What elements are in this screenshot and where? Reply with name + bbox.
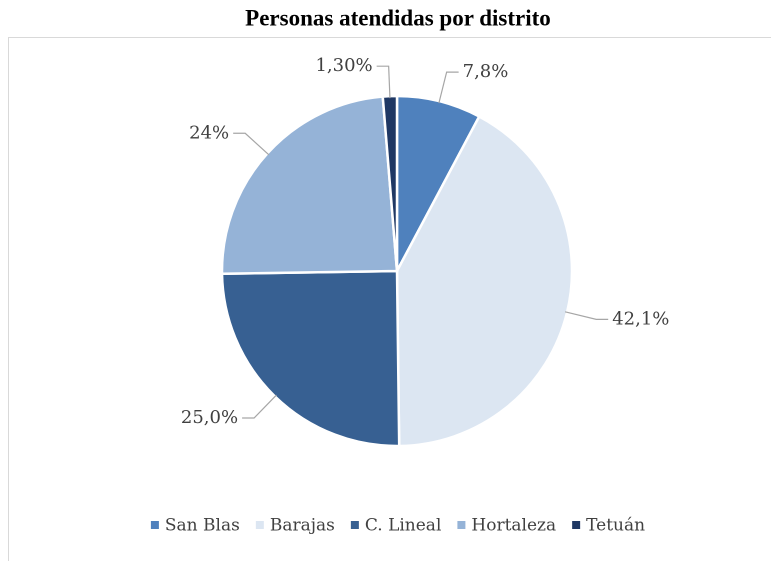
leader-line	[233, 132, 270, 156]
data-label: 7,8%	[463, 61, 509, 82]
legend-label: Hortaleza	[471, 516, 556, 536]
legend-swatch	[572, 521, 581, 529]
legend-label: Barajas	[270, 516, 335, 536]
leader-line	[564, 311, 609, 320]
leader-line	[438, 71, 459, 104]
pie-slice	[220, 95, 399, 276]
legend-swatch	[350, 521, 359, 529]
pie-slice	[220, 269, 401, 448]
chart-title: Personas atendidas por distrito	[245, 5, 551, 30]
legend-label: San Blas	[165, 516, 240, 536]
data-label: 24%	[189, 122, 229, 143]
data-label: 25,0%	[181, 407, 238, 428]
legend-label: C. Lineal	[365, 516, 442, 536]
legend-swatch	[457, 521, 466, 529]
data-label: 42,1%	[612, 308, 669, 329]
legend-swatch	[255, 521, 264, 529]
legend-swatch	[150, 521, 159, 529]
chart-border	[8, 37, 771, 561]
legend-label: Tetuán	[586, 516, 645, 536]
leader-line	[376, 65, 391, 99]
data-label: 1,30%	[315, 55, 372, 76]
leader-line	[242, 394, 277, 419]
